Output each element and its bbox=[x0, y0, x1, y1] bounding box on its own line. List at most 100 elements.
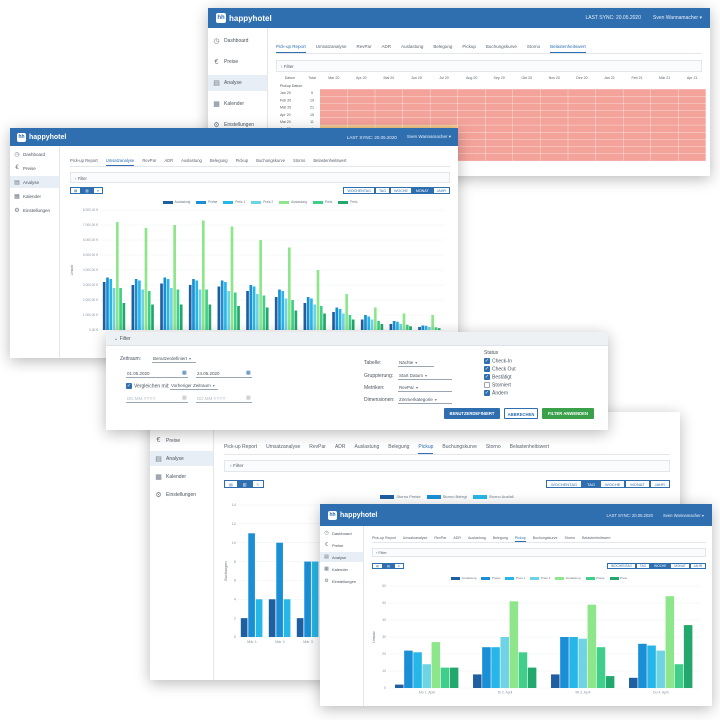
bar[interactable] bbox=[256, 294, 259, 330]
period-tag[interactable]: TAG bbox=[374, 187, 391, 194]
bar[interactable] bbox=[323, 313, 326, 331]
heatmap-cell[interactable] bbox=[513, 103, 541, 111]
tab-auslastung[interactable]: Auslastung bbox=[354, 444, 380, 450]
tab-revpar[interactable]: RevPar bbox=[309, 444, 326, 450]
bar[interactable] bbox=[348, 315, 352, 330]
bar[interactable] bbox=[437, 328, 441, 330]
logo[interactable]: hh happyhotel bbox=[17, 132, 66, 142]
bar[interactable] bbox=[377, 321, 380, 330]
logo[interactable]: hh happyhotel bbox=[216, 13, 272, 23]
bar[interactable] bbox=[119, 288, 122, 330]
zeitraum-select[interactable]: Benutzerdefiniert ▾ bbox=[152, 355, 196, 363]
heatmap-cell[interactable] bbox=[347, 118, 375, 125]
metriken-select[interactable]: RevPar ▾ bbox=[398, 384, 452, 392]
legend-item[interactable]: Preis bbox=[312, 200, 332, 204]
view-table-button[interactable]: ▤ bbox=[224, 480, 238, 488]
bar[interactable] bbox=[578, 638, 587, 688]
tab-pickup-report[interactable]: Pick-up Report bbox=[70, 158, 98, 163]
user-menu[interactable]: Sven Wannamacher ▾ bbox=[662, 512, 704, 518]
bar[interactable] bbox=[233, 292, 237, 331]
bar[interactable] bbox=[265, 307, 269, 331]
heatmap-cell[interactable] bbox=[320, 118, 348, 125]
heatmap-cell[interactable] bbox=[485, 139, 513, 147]
bar[interactable] bbox=[310, 298, 313, 331]
heatmap-cell[interactable] bbox=[320, 103, 348, 111]
legend-item[interactable]: Preise bbox=[481, 576, 500, 580]
calendar-icon[interactable]: ▦ bbox=[246, 370, 251, 376]
checkbox-checked-icon[interactable]: ✓ bbox=[484, 366, 490, 372]
heatmap-cell[interactable] bbox=[650, 132, 679, 140]
bar[interactable] bbox=[428, 327, 431, 330]
sidebar-item-dashboard[interactable]: ◷Dashboard bbox=[324, 530, 352, 536]
legend-item[interactable]: Auslastung bbox=[162, 200, 190, 204]
tab-adr[interactable]: ADR bbox=[164, 158, 174, 163]
filter-panel-header[interactable]: ⌄ Filter bbox=[106, 332, 608, 346]
bar[interactable] bbox=[364, 315, 367, 330]
view-list-button[interactable]: ≡ bbox=[394, 563, 404, 569]
heatmap-cell[interactable] bbox=[320, 96, 348, 104]
bar[interactable] bbox=[389, 324, 393, 330]
heatmap-cell[interactable] bbox=[650, 125, 679, 133]
bar[interactable] bbox=[304, 561, 311, 637]
legend-item[interactable]: Preis 1 bbox=[223, 200, 245, 204]
legend-item[interactable]: Preis 2 bbox=[530, 576, 550, 580]
bar[interactable] bbox=[367, 316, 371, 331]
logo[interactable]: hh happyhotel bbox=[328, 510, 377, 520]
vergleich-checkbox-row[interactable]: ✓ Vergleichen mit: bbox=[126, 383, 170, 390]
sidebar-item-kalender[interactable]: ▦ Kalender bbox=[14, 193, 42, 200]
heatmap-cell[interactable] bbox=[375, 89, 403, 97]
view-table-button[interactable]: ▤ bbox=[70, 187, 82, 194]
tab-umsatzanalyse[interactable]: Umsatzanalyse bbox=[315, 44, 347, 49]
status-bestaetigt[interactable]: ✓ Bestätigt bbox=[484, 374, 512, 381]
heatmap-cell[interactable] bbox=[375, 118, 403, 125]
bar[interactable] bbox=[402, 313, 406, 331]
heatmap-cell[interactable] bbox=[568, 96, 596, 104]
bar[interactable] bbox=[205, 289, 208, 331]
heatmap-cell[interactable] bbox=[623, 89, 651, 97]
legend-item[interactable]: Auslastung bbox=[555, 576, 581, 580]
heatmap-cell[interactable] bbox=[568, 132, 596, 140]
bar[interactable] bbox=[560, 637, 569, 688]
heatmap-cell[interactable] bbox=[678, 132, 706, 140]
bar[interactable] bbox=[434, 327, 438, 330]
date-to-input[interactable]: 24.05.2020 bbox=[196, 370, 252, 378]
filter-toggle[interactable]: › Filter bbox=[224, 460, 670, 472]
heatmap-cell[interactable] bbox=[457, 154, 486, 161]
bar[interactable] bbox=[345, 294, 348, 330]
bar[interactable] bbox=[380, 324, 384, 330]
bar[interactable] bbox=[166, 279, 170, 330]
checkbox-unchecked-icon[interactable] bbox=[484, 382, 490, 388]
bar[interactable] bbox=[246, 291, 249, 330]
tab-buchungskurve[interactable]: Buchungskurve bbox=[532, 536, 558, 540]
calendar-icon[interactable]: ▦ bbox=[182, 395, 187, 401]
bar[interactable] bbox=[248, 533, 255, 637]
heatmap-cell[interactable] bbox=[485, 118, 513, 125]
bar[interactable] bbox=[360, 319, 364, 331]
bar[interactable] bbox=[473, 674, 482, 688]
bar[interactable] bbox=[102, 282, 106, 330]
heatmap-cell[interactable] bbox=[457, 110, 486, 118]
heatmap-cell[interactable] bbox=[678, 139, 706, 147]
heatmap-cell[interactable] bbox=[513, 139, 541, 147]
heatmap-cell[interactable] bbox=[595, 139, 623, 147]
heatmap-cell[interactable] bbox=[402, 110, 430, 118]
heatmap-cell[interactable] bbox=[540, 125, 568, 133]
status-storniert[interactable]: Storniert bbox=[484, 382, 511, 388]
bar[interactable] bbox=[440, 667, 450, 688]
legend-item[interactable]: Auslastung bbox=[451, 576, 476, 580]
period-monat[interactable]: MONAT bbox=[411, 187, 433, 194]
user-menu[interactable]: Sven Wannamacher ▾ bbox=[652, 15, 702, 21]
sidebar-item-einstellungen[interactable]: ⚙ Einstellungen bbox=[213, 122, 255, 129]
heatmap-cell[interactable] bbox=[568, 110, 596, 118]
tab-belastenheitswert[interactable]: Belastenheitswert bbox=[550, 42, 586, 53]
bar[interactable] bbox=[176, 289, 180, 331]
heatmap-cell[interactable] bbox=[678, 103, 706, 111]
bar[interactable] bbox=[396, 321, 399, 330]
bar[interactable] bbox=[596, 647, 606, 688]
heatmap-cell[interactable] bbox=[595, 96, 623, 104]
legend-item[interactable]: Preise bbox=[196, 200, 217, 204]
bar[interactable] bbox=[138, 280, 141, 331]
sidebar-item-einstellungen[interactable]: ⚙ Einstellungen bbox=[324, 578, 357, 584]
tab-belegung[interactable]: Belegung bbox=[209, 158, 228, 163]
bar[interactable] bbox=[179, 304, 183, 331]
